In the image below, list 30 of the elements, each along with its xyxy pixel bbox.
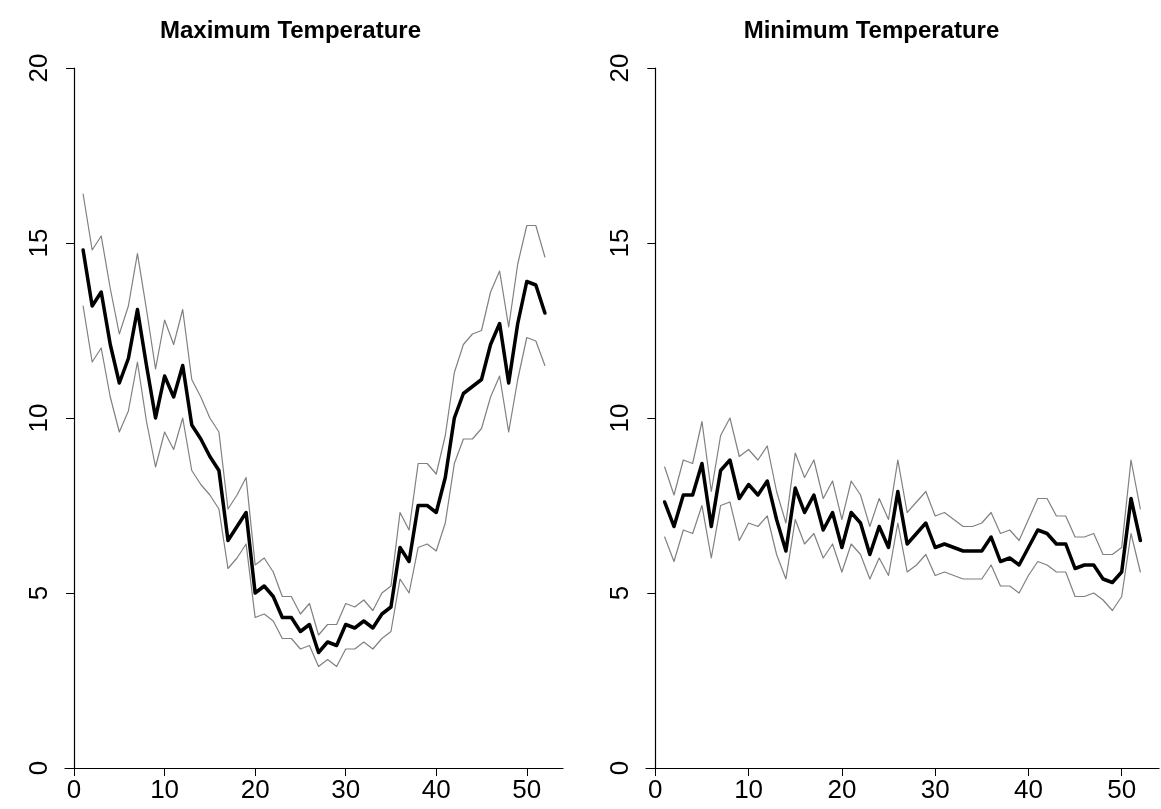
x-tick-label: 0 — [647, 774, 663, 804]
y-tick-label: 20 — [603, 53, 634, 83]
x-tick-label: 10 — [150, 774, 180, 804]
y-tick-label: 5 — [23, 585, 53, 601]
line-series — [663, 501, 1141, 612]
y-tick-label: 5 — [603, 585, 634, 601]
chart-title: Minimum Temperature — [743, 15, 999, 43]
y-tick-label: 0 — [603, 760, 634, 776]
x-tick-label: 20 — [826, 774, 856, 804]
x-tick-label: 40 — [421, 774, 451, 804]
y-tick-label: 15 — [603, 228, 634, 258]
x-tick-label: 30 — [331, 774, 361, 804]
y-tick-label: 10 — [603, 403, 634, 433]
x-tick-label: 0 — [66, 774, 82, 804]
y-tick-label: 20 — [23, 53, 53, 83]
chart-title: Maximum Temperature — [160, 15, 421, 43]
line-series — [82, 305, 546, 668]
y-tick-label: 0 — [23, 760, 53, 776]
line-series — [662, 458, 1142, 585]
line-series — [81, 248, 547, 655]
y-tick-label: 15 — [23, 228, 53, 258]
x-tick-label: 50 — [512, 774, 542, 804]
x-tick-label: 20 — [240, 774, 270, 804]
line-series — [663, 417, 1141, 556]
x-tick-label: 50 — [1106, 774, 1136, 804]
x-tick-label: 10 — [733, 774, 763, 804]
line-series — [82, 193, 546, 636]
x-tick-label: 30 — [920, 774, 950, 804]
x-tick-label: 40 — [1013, 774, 1043, 804]
y-tick-label: 10 — [23, 403, 53, 433]
